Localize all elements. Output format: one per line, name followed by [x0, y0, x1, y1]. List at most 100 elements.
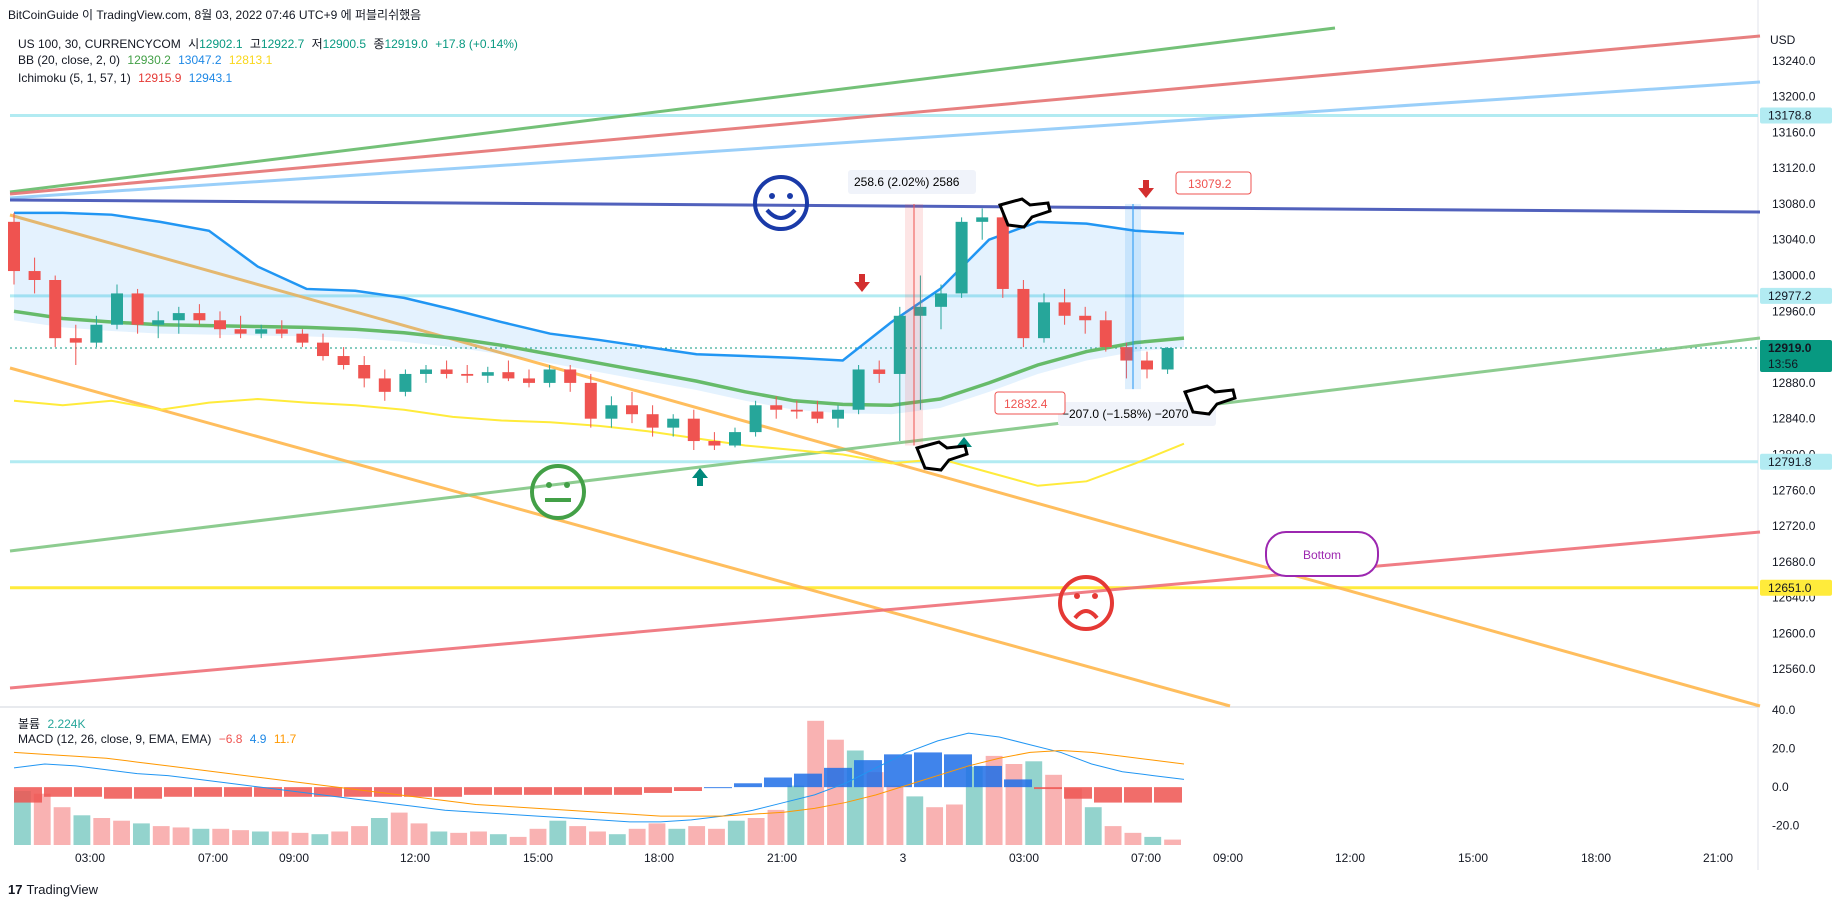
- candle-body: [337, 356, 350, 365]
- trendline: [9, 366, 1231, 708]
- trendline: [9, 26, 1336, 194]
- candle-body: [1058, 302, 1071, 316]
- time-axis[interactable]: 03:00 07:00 09:00 12:00 15:00 18:00 21:00 3 03:0…: [75, 851, 1733, 865]
- symbol-line: US 100, 30, CURRENCYCOM 시12902.1 고12922.…: [18, 35, 522, 52]
- volume-bar: [648, 823, 666, 845]
- macd-hist-bar: [434, 787, 462, 797]
- bottom-callout: [1265, 531, 1379, 577]
- annotations[interactable]: 258.6 (2.02%) 2586 −207.0 (−1.58%) −2070 1…: [530, 170, 1379, 631]
- y-tick-label: 13160.0: [1772, 125, 1816, 139]
- volume-bar: [1124, 832, 1142, 845]
- trendlines[interactable]: [9, 26, 1761, 708]
- macd-line-value: 4.9: [249, 732, 267, 746]
- trendline: [9, 336, 1761, 553]
- bb-upper-value: 13047.2: [178, 53, 222, 67]
- up-arrow-icon: [692, 468, 708, 486]
- candle-body: [832, 409, 844, 419]
- open-value: 12902.1: [199, 37, 243, 51]
- y-tick-label: 12880.0: [1772, 376, 1816, 390]
- x-tick-label: 09:00: [279, 851, 309, 865]
- candle-body: [1120, 347, 1133, 361]
- y-tick-label: 12960.0: [1772, 304, 1816, 318]
- volume-bar: [886, 785, 904, 845]
- volume-bar: [827, 739, 844, 845]
- candle-body: [69, 338, 82, 343]
- volume-bar: [331, 831, 349, 845]
- candle-body: [358, 365, 371, 379]
- tradingview-logo[interactable]: 17 TradingView: [8, 882, 102, 897]
- macd-hist-bar: [1034, 787, 1062, 790]
- x-tick-label: 15:00: [1458, 851, 1488, 865]
- macd-hist-bar: [254, 787, 282, 797]
- y-tick-label: 12560.0: [1772, 662, 1816, 676]
- volume-bar: [708, 828, 725, 845]
- low-value: 12900.5: [322, 37, 367, 51]
- candle-body: [605, 405, 618, 419]
- high-label: 고: [249, 37, 261, 51]
- candle-body: [749, 405, 762, 433]
- price-axis[interactable]: USD 13240.0 13200.0 13160.0 13120.0 13080.0 13…: [1760, 33, 1832, 833]
- trendline: [9, 80, 1761, 200]
- volume-bar: [14, 791, 31, 845]
- volume-bar: [1045, 774, 1063, 845]
- y-tick-label: 13080.0: [1772, 197, 1816, 211]
- volume-bar: [509, 836, 527, 845]
- volume-bar: [251, 831, 269, 845]
- candle-body: [28, 271, 41, 280]
- volume-bar: [489, 834, 507, 845]
- ichimoku-base-line: [14, 211, 1185, 362]
- sad-face-icon-eye: [1092, 593, 1098, 599]
- macd-hist-bar: [524, 787, 552, 795]
- candle-body: [399, 373, 412, 392]
- open-label: 시: [188, 37, 200, 51]
- volume-bar: [291, 832, 309, 845]
- price-tag: [1760, 340, 1832, 372]
- macd-tick-label: 40.0: [1772, 703, 1796, 717]
- y-tick-label: 13000.0: [1772, 269, 1816, 283]
- neutral-face-icon: [530, 464, 586, 520]
- price-label-high: 13079.2: [1188, 177, 1232, 191]
- price-tag: [1760, 107, 1832, 124]
- volume-bar: [747, 818, 765, 845]
- macd-hist-bar: [554, 787, 582, 795]
- macd-hist-bar: [944, 754, 972, 788]
- macd-hist-bar: [884, 754, 912, 788]
- tv-logo-icon: 17: [8, 882, 23, 897]
- happy-face-icon-mouth: [765, 208, 797, 220]
- candles[interactable]: [8, 208, 1174, 450]
- x-tick-label: 03:00: [1009, 851, 1039, 865]
- neutral-face-icon-eye: [564, 482, 570, 488]
- ichimoku-conv-value: 12915.9: [138, 71, 182, 85]
- change-value: +17.8 (+0.14%): [435, 37, 518, 51]
- macd-hist-bar: [764, 777, 792, 788]
- bb-label: BB (20, close, 2, 0): [18, 53, 121, 67]
- volume-bar: [529, 828, 547, 845]
- candle-body: [461, 373, 474, 376]
- candle-body: [255, 329, 268, 334]
- y-tick-label: 13120.0: [1772, 161, 1816, 175]
- hand-pointer-icon: [997, 197, 1052, 229]
- volume-bar: [608, 834, 626, 845]
- volume-bar: [727, 820, 745, 845]
- volume-bar: [271, 831, 289, 845]
- macd-hist-bar: [584, 787, 612, 795]
- ichimoku-legend: Ichimoku (5, 1, 57, 1) 12915.9 12943.1: [18, 71, 236, 85]
- volume-bar: [668, 828, 686, 845]
- volume-bar: [73, 815, 91, 845]
- candle-body: [1141, 360, 1153, 370]
- volume-bar: [787, 785, 805, 845]
- volume-bar: [470, 831, 487, 845]
- candle-body: [564, 369, 577, 383]
- x-tick-label: 18:00: [644, 851, 674, 865]
- candle-body: [214, 320, 226, 330]
- candle-body: [296, 333, 309, 343]
- price-tag: [1760, 453, 1832, 470]
- down-arrow-icon: [854, 274, 870, 292]
- price-tag: [1760, 287, 1832, 304]
- volume-bar: [172, 827, 190, 845]
- candle-body: [481, 372, 494, 376]
- candle-body: [234, 329, 247, 334]
- volume-bar: [311, 834, 329, 845]
- candle-body: [420, 369, 432, 374]
